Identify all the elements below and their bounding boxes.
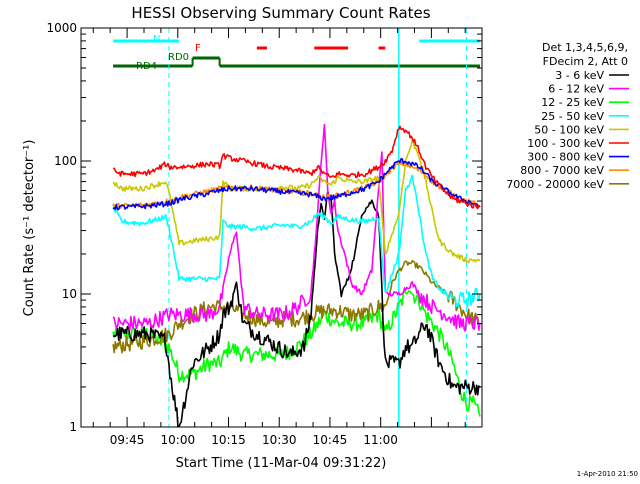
x-tick-label: 10:00 bbox=[161, 433, 196, 447]
legend-label: 800 - 7000 keV bbox=[520, 164, 604, 177]
flag-label-rd4: RD4 bbox=[136, 61, 157, 72]
x-tick-label: 11:00 bbox=[363, 433, 398, 447]
series-line-800-7000-keV bbox=[112, 160, 481, 210]
legend-label: 7000 - 20000 keV bbox=[506, 178, 604, 191]
footer-timestamp: 1-Apr-2010 21:50 bbox=[577, 470, 638, 478]
series-line-7000-20000-keV bbox=[112, 259, 481, 354]
legend-label: 3 - 6 keV bbox=[555, 69, 604, 82]
x-axis: 09:45 10:00 10:15 10:30 10:45 11:00 bbox=[92, 28, 466, 447]
legend-label: 100 - 300 keV bbox=[527, 137, 604, 150]
flags-layer bbox=[113, 39, 480, 68]
y-tick-label: 1000 bbox=[46, 21, 77, 35]
plot-frame bbox=[80, 27, 483, 428]
legend-label: 6 - 12 keV bbox=[548, 83, 604, 96]
y-tick-label: 1 bbox=[69, 420, 77, 434]
series-line-3-6-keV bbox=[112, 190, 481, 428]
legend-label: 50 - 100 keV bbox=[534, 123, 604, 136]
y-tick-label: 10 bbox=[62, 287, 77, 301]
series-line-6-12-keV bbox=[112, 123, 481, 332]
series-line-300-800-keV bbox=[112, 158, 481, 211]
legend-label: 25 - 50 keV bbox=[541, 110, 604, 123]
series-line-100-300-keV bbox=[113, 125, 481, 210]
x-tick-label: 10:45 bbox=[313, 433, 348, 447]
y-axis-label: Count Rate (s⁻¹ detector⁻¹) bbox=[22, 140, 37, 317]
chart-title: HESSI Observing Summary Count Rates bbox=[131, 4, 430, 22]
legend-header-1: Det 1,3,4,5,6,9, bbox=[542, 41, 628, 54]
y-tick-label: 100 bbox=[54, 154, 77, 168]
x-axis-label: Start Time (11-Mar-04 09:31:22) bbox=[176, 456, 387, 471]
flag-label-rd0: RD0 bbox=[168, 52, 189, 63]
y-axis: 1 10 100 1000 bbox=[46, 21, 482, 434]
legend-label: 12 - 25 keV bbox=[541, 96, 604, 109]
series-line-25-50-keV bbox=[112, 174, 481, 309]
legend-label: 300 - 800 keV bbox=[527, 151, 604, 164]
x-tick-label: 10:15 bbox=[211, 433, 246, 447]
series-layer bbox=[112, 123, 481, 428]
legend-header-2: FDecim 2, Att 0 bbox=[543, 55, 628, 68]
flag-label-f: F bbox=[195, 43, 201, 54]
x-tick-label: 09:45 bbox=[110, 433, 145, 447]
x-tick-label: 10:30 bbox=[262, 433, 297, 447]
flag-label-n: N bbox=[153, 34, 160, 45]
legend: Det 1,3,4,5,6,9, FDecim 2, Att 0 3 - 6 k… bbox=[506, 41, 629, 191]
